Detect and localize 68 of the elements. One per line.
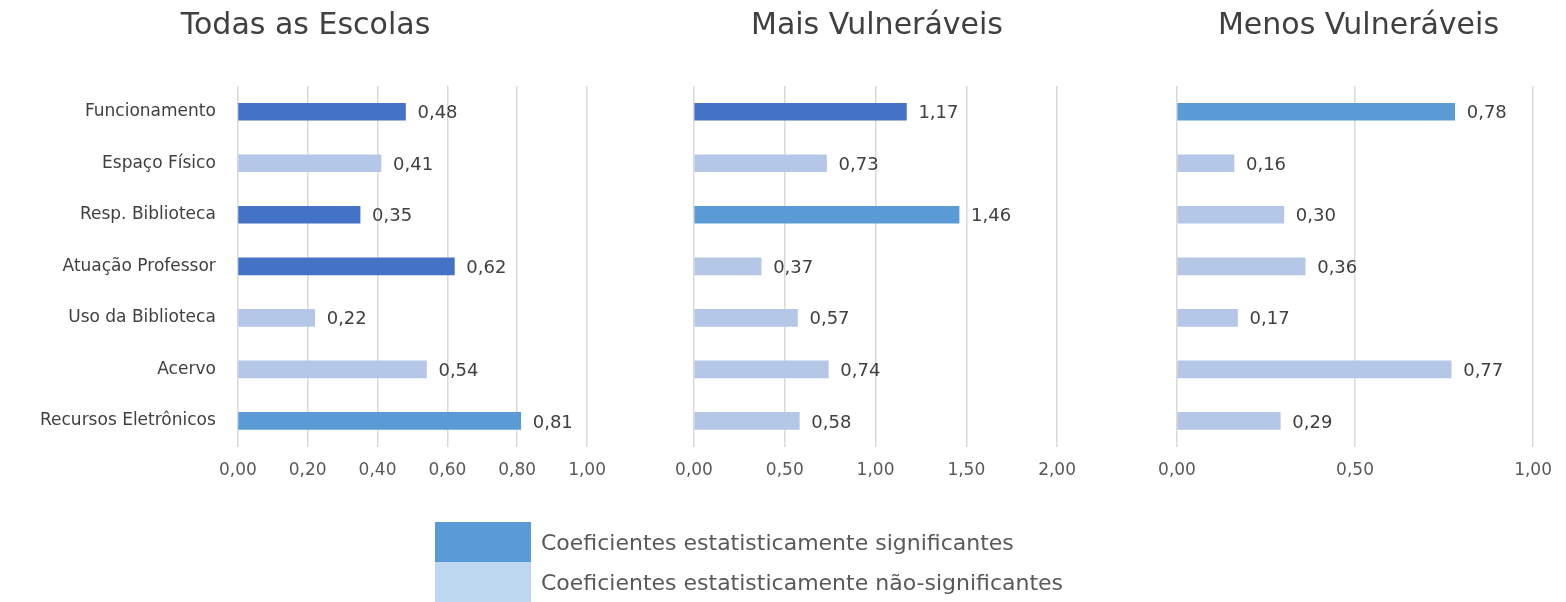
bar bbox=[1177, 308, 1238, 327]
bar bbox=[238, 308, 315, 327]
y-tick-label: Acervo bbox=[157, 357, 216, 378]
bar bbox=[238, 205, 361, 224]
data-label: 0,81 bbox=[532, 410, 573, 432]
x-tick-label: 0,00 bbox=[675, 459, 713, 480]
x-tick-label: 1,00 bbox=[1514, 459, 1552, 480]
bar bbox=[238, 412, 522, 430]
bar bbox=[1177, 102, 1456, 121]
y-tick-label: Resp. Biblioteca bbox=[79, 203, 216, 224]
x-tick-label: 0,40 bbox=[358, 459, 397, 480]
data-label: 0,48 bbox=[417, 101, 458, 123]
data-label: 0,37 bbox=[773, 255, 814, 277]
data-label: 0,58 bbox=[811, 410, 852, 432]
data-label: 0,62 bbox=[466, 255, 507, 277]
y-tick-label: Recursos Eletrônicos bbox=[40, 409, 216, 430]
bar bbox=[1177, 154, 1235, 173]
data-label: 0,77 bbox=[1463, 359, 1504, 380]
data-label: 0,73 bbox=[838, 152, 879, 174]
data-label: 0,29 bbox=[1292, 410, 1333, 432]
bar bbox=[1177, 205, 1285, 224]
bar bbox=[238, 102, 406, 121]
y-tick-label: Espaço Físico bbox=[102, 151, 216, 172]
bar bbox=[694, 308, 798, 327]
bar bbox=[238, 257, 455, 276]
bar bbox=[694, 205, 960, 224]
y-tick-label: Uso da Biblioteca bbox=[68, 306, 216, 327]
data-label: 0,35 bbox=[372, 204, 413, 226]
x-tick-label: 0,50 bbox=[1336, 459, 1374, 480]
bar bbox=[1177, 257, 1306, 276]
legend-label: Coeficientes estatisticamente não-significantes bbox=[541, 569, 1064, 595]
x-tick-label: 0,20 bbox=[288, 459, 327, 480]
x-tick-label: 0,80 bbox=[498, 459, 537, 480]
bar bbox=[694, 412, 800, 430]
legend-label: Coeficientes estatisticamente significantes bbox=[541, 529, 1014, 555]
data-label: 0,78 bbox=[1466, 101, 1507, 123]
x-tick-label: 1,50 bbox=[947, 459, 986, 480]
x-tick-label: 0,50 bbox=[765, 459, 804, 480]
data-label: 0,36 bbox=[1317, 255, 1358, 277]
chart-title: Mais Vulneráveis bbox=[751, 5, 1003, 41]
bar bbox=[694, 360, 829, 379]
x-tick-label: 1,00 bbox=[568, 459, 606, 480]
data-label: 0,41 bbox=[393, 152, 434, 174]
bar bbox=[694, 257, 762, 276]
x-tick-label: 1,00 bbox=[856, 459, 895, 480]
y-tick-label: Funcionamento bbox=[84, 100, 216, 121]
data-label: 0,74 bbox=[840, 359, 881, 380]
data-label: 0,17 bbox=[1249, 307, 1290, 329]
bar bbox=[238, 154, 382, 173]
bar bbox=[694, 154, 827, 173]
x-tick-label: 2,00 bbox=[1038, 459, 1076, 480]
y-tick-label: Atuação Professor bbox=[62, 254, 216, 275]
data-label: 0,22 bbox=[326, 307, 367, 329]
data-label: 0,57 bbox=[809, 307, 850, 329]
chart-title: Menos Vulneráveis bbox=[1217, 5, 1500, 41]
data-label: 0,30 bbox=[1295, 204, 1336, 226]
chart-title: Todas as Escolas bbox=[179, 5, 431, 41]
x-tick-label: 0,60 bbox=[428, 459, 467, 480]
data-label: 1,46 bbox=[971, 204, 1012, 226]
bar bbox=[238, 360, 427, 379]
bar bbox=[1177, 412, 1281, 430]
data-label: 0,54 bbox=[438, 359, 479, 380]
x-tick-label: 0,00 bbox=[1158, 459, 1196, 480]
x-tick-label: 0,00 bbox=[218, 459, 257, 480]
bar bbox=[1177, 360, 1452, 379]
data-label: 1,17 bbox=[918, 101, 959, 123]
data-label: 0,16 bbox=[1245, 152, 1287, 174]
bar bbox=[694, 102, 907, 121]
